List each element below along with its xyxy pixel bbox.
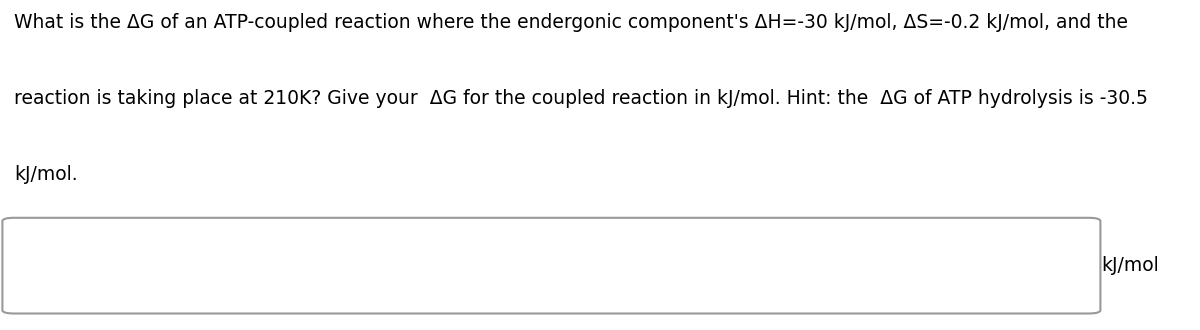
Text: kJ/mol.: kJ/mol. [14,165,78,184]
Text: reaction is taking place at 210K? Give your  ΔG for the coupled reaction in kJ/m: reaction is taking place at 210K? Give y… [14,89,1148,108]
Text: What is the ΔG of an ATP-coupled reaction where the endergonic component's ΔH=-3: What is the ΔG of an ATP-coupled reactio… [14,13,1128,32]
FancyBboxPatch shape [2,218,1100,314]
Text: kJ/mol: kJ/mol [1102,256,1159,275]
